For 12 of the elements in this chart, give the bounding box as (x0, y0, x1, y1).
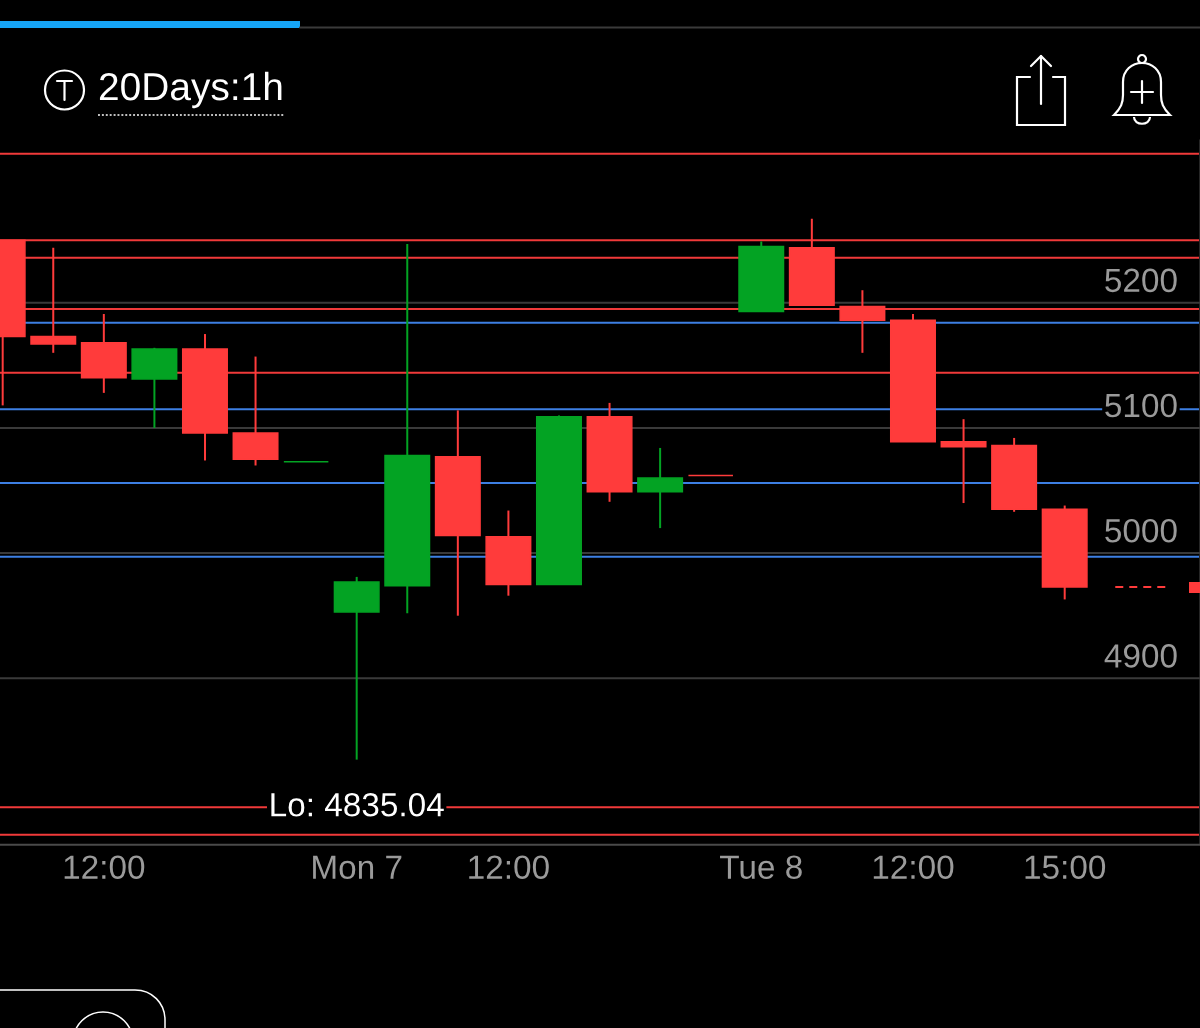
x-tick-label: 12:00 (64, 855, 145, 880)
x-tick-label: 15:00 (1025, 855, 1106, 880)
chart-title: 20Days:1h (99, 71, 282, 109)
y-tick-label: 5000 (1105, 518, 1177, 543)
annotation: Lo: 4835.04 (271, 792, 444, 817)
y-tick-label: 4900 (1104, 644, 1177, 668)
x-tick-label: Tue 8 (720, 855, 802, 880)
x-tick-label: 12:00 (469, 855, 549, 880)
y-tick-label: 5200 (1105, 268, 1177, 293)
x-tick-label: Mon 7 (313, 855, 402, 880)
y-tick-label: 5100 (1105, 393, 1177, 418)
x-tick-label: 12:00 (873, 855, 954, 880)
